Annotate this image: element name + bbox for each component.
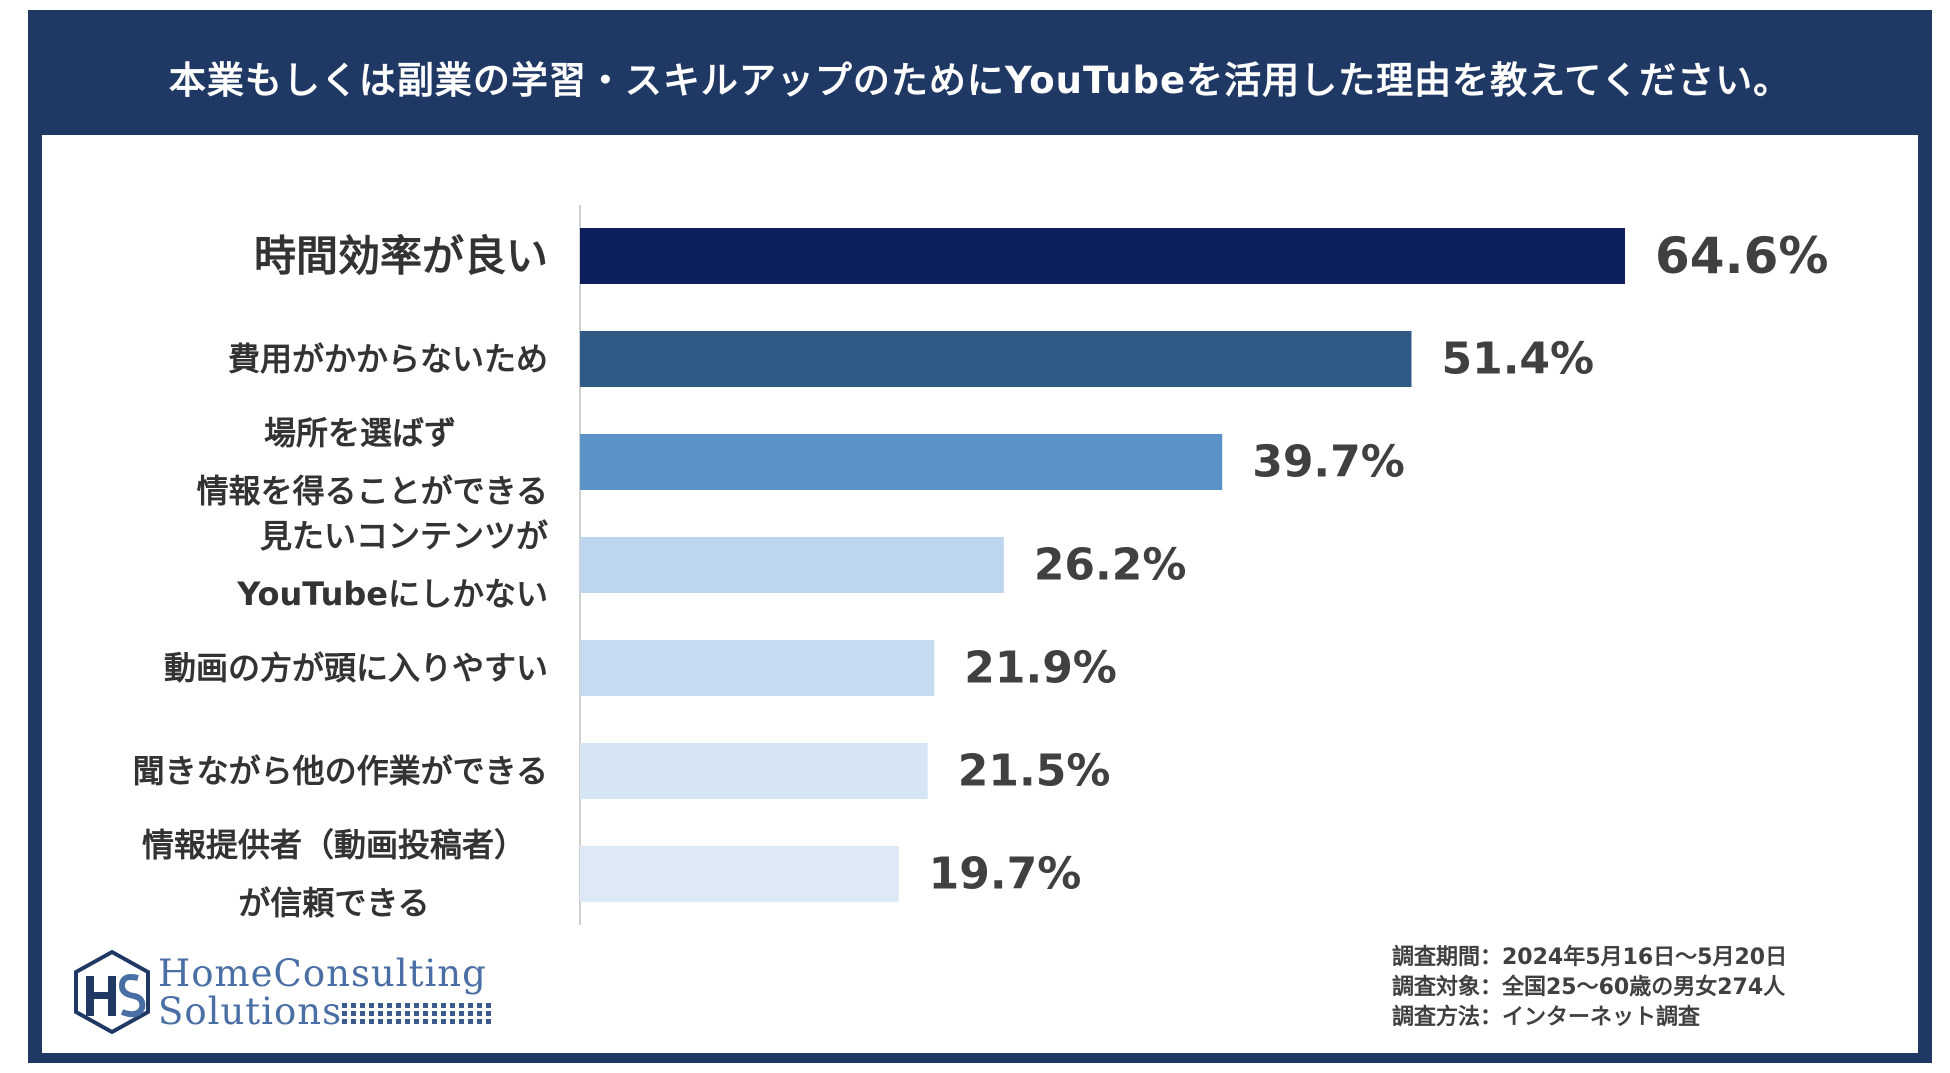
logo-text-home-consulting: HomeConsulting	[158, 952, 487, 995]
logo-text-solutions: Solutions	[158, 990, 343, 1033]
value-label-3: 39.7%	[1252, 437, 1405, 488]
value-label-7: 19.7%	[929, 849, 1082, 900]
bar-7	[580, 846, 899, 902]
category-label-4-line-2: YouTubeにしかない	[236, 575, 548, 613]
category-label-3-line-2: 情報を得ることができる	[197, 472, 548, 510]
company-logo: HomeConsulting Solutions	[72, 948, 492, 1035]
category-label-1: 時間効率が良い	[254, 232, 548, 281]
category-label-7-line-1: 情報提供者（動画投稿者）	[142, 826, 526, 864]
value-label-6: 21.5%	[958, 746, 1111, 797]
category-label-6: 聞きながら他の作業ができる	[133, 752, 548, 790]
bar-3	[580, 434, 1223, 490]
survey-period: 調査期間：2024年5月16日～5月20日	[1392, 945, 1788, 970]
bar-5	[580, 640, 935, 696]
category-label-2: 費用がかからないため	[228, 340, 548, 378]
bar-1	[580, 228, 1625, 284]
bar-6	[580, 743, 928, 799]
category-label-4-line-1: 見たいコンテンツが	[260, 517, 548, 555]
value-label-2: 51.4%	[1441, 334, 1594, 385]
bar-4	[580, 537, 1004, 593]
value-label-5: 21.9%	[964, 643, 1117, 694]
chart-title: 本業もしくは副業の学習・スキルアップのためにYouTubeを活用した理由を教えて…	[168, 58, 1792, 102]
category-label-7-line-2: が信頼できる	[238, 884, 429, 922]
logo-dot-pattern	[342, 1003, 492, 1027]
value-label-4: 26.2%	[1034, 540, 1187, 591]
value-label-1: 64.6%	[1655, 227, 1828, 285]
survey-target: 調査対象：全国25～60歳の男女274人	[1392, 975, 1786, 1000]
survey-method: 調査方法：インターネット調査	[1392, 1005, 1701, 1030]
category-label-5: 動画の方が頭に入りやすい	[164, 649, 548, 687]
bar-2	[580, 331, 1412, 387]
logo-mark-icon	[74, 949, 150, 1035]
chart-panel	[42, 135, 1918, 1053]
category-label-3-line-1: 場所を選ばず	[264, 414, 456, 452]
survey-info: 調査期間：2024年5月16日～5月20日 調査対象：全国25～60歳の男女27…	[1392, 943, 1912, 1033]
